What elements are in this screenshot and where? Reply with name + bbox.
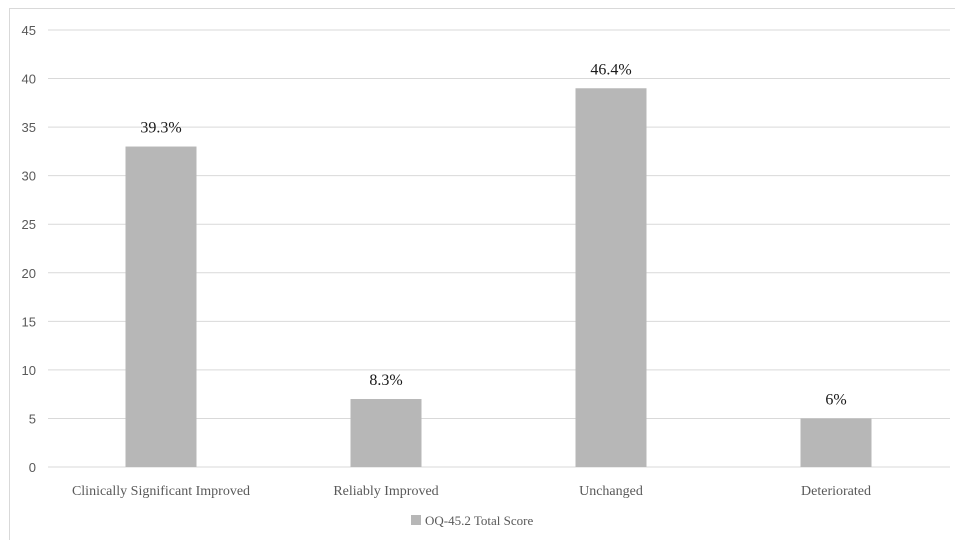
bar	[350, 399, 422, 467]
data-labels: 39.3% 8.3% 46.4% 6%	[140, 61, 846, 408]
y-tick-label: 0	[29, 460, 36, 475]
y-tick-label: 35	[22, 120, 36, 135]
y-tick-label: 45	[22, 23, 36, 38]
y-tick-label: 30	[22, 169, 36, 184]
category-label: Deteriorated	[801, 484, 871, 499]
bar-data-label: 39.3%	[140, 120, 181, 137]
bar-data-label: 46.4%	[590, 61, 631, 78]
y-tick-label: 5	[29, 411, 36, 426]
y-tick-label: 20	[22, 266, 36, 281]
y-tick-label: 40	[22, 72, 36, 87]
y-axis-tick-labels: 0 5 10 15 20 25 30 35 40 45	[22, 23, 36, 475]
bar	[125, 146, 197, 468]
category-label: Reliably Improved	[333, 484, 438, 499]
y-tick-label: 15	[22, 314, 36, 329]
y-tick-label: 25	[22, 217, 36, 232]
legend: OQ-45.2 Total Score	[411, 513, 533, 528]
bars	[125, 88, 872, 468]
x-axis-category-labels: Clinically Significant Improved Reliably …	[72, 484, 871, 499]
category-label: Clinically Significant Improved	[72, 484, 250, 499]
bar-data-label: 6%	[825, 391, 846, 408]
y-tick-label: 10	[22, 363, 36, 378]
legend-label: OQ-45.2 Total Score	[425, 513, 533, 528]
category-label: Unchanged	[579, 484, 643, 499]
chart-frame	[9, 8, 955, 540]
bar-data-label: 8.3%	[369, 372, 402, 389]
bar	[800, 418, 872, 467]
gridlines	[48, 29, 950, 468]
bar	[575, 88, 647, 468]
legend-swatch	[411, 515, 421, 525]
